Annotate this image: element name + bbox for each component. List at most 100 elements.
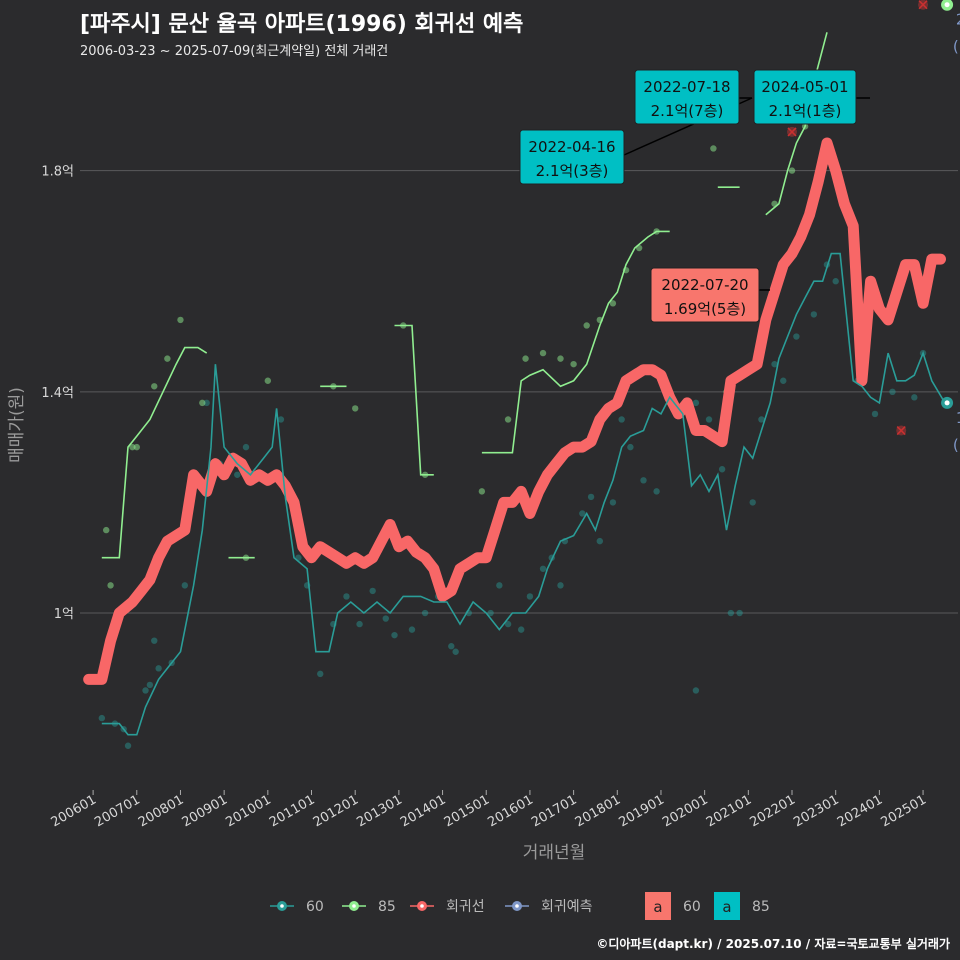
- scatter-point-85: [133, 443, 140, 451]
- scatter-point-60: [692, 687, 700, 694]
- y-tick-label: 1.4억: [41, 386, 74, 401]
- x-axis-title: 거래년월: [523, 843, 586, 863]
- annotation-date: 2022-07-18: [643, 78, 730, 96]
- scatter-point-85: [478, 488, 486, 495]
- x-tick-label: 200801: [136, 792, 186, 830]
- scatter-point-60: [151, 637, 158, 644]
- x-tick-label: 201801: [573, 792, 623, 830]
- series-segment-85: [394, 324, 434, 476]
- scatter-point-60: [146, 681, 154, 689]
- legend-box-glyph: a: [722, 898, 731, 916]
- scatter-point-85: [609, 300, 617, 307]
- legend-box-label: 60: [683, 899, 701, 915]
- scatter-point-60: [771, 360, 778, 368]
- x-tick-label: 201101: [267, 792, 317, 830]
- x-tick-label: 200601: [49, 792, 99, 830]
- scatter-point-85: [199, 399, 206, 407]
- scatter-point-60: [124, 742, 132, 749]
- annotation-box: [753, 69, 857, 125]
- annotation-box: [519, 129, 625, 185]
- scatter-point-60: [452, 648, 459, 655]
- annotation-date: 2022-04-16: [528, 138, 615, 156]
- x-tick-label: 201501: [442, 792, 492, 830]
- x-tick-label: 202301: [791, 792, 841, 830]
- scatter-point-85: [103, 526, 110, 534]
- scatter-point-60: [504, 620, 512, 628]
- endpoint-label-60: 13,800: [956, 409, 960, 427]
- x-tick-label: 201301: [354, 792, 404, 830]
- x-tick-label: 201601: [485, 792, 535, 830]
- scatter-point-85: [107, 582, 114, 589]
- x-tick-label: 202401: [835, 792, 885, 830]
- scatter-point-60: [727, 609, 735, 617]
- y-tick-label: 1억: [54, 607, 74, 622]
- annotation-value: 1.69억(5층): [664, 300, 746, 318]
- annotation-value: 2.1억(3층): [536, 162, 609, 180]
- scatter-point-60: [736, 609, 743, 617]
- scatter-point-60: [369, 587, 376, 595]
- annotation-value: 2.1억(1층): [769, 102, 842, 120]
- legend-dot-core: [352, 904, 356, 908]
- endpoint-sub-60: (~60㎡): [953, 436, 960, 454]
- legend-label: 60: [306, 899, 324, 915]
- scatter-point-60: [317, 670, 324, 678]
- legend-item-60: 60: [270, 899, 324, 915]
- scatter-point-60: [408, 626, 416, 633]
- scatter-point-85: [539, 349, 547, 357]
- scatter-point-60: [382, 615, 389, 622]
- scatter-point-60: [587, 493, 595, 501]
- scatter-point-60: [356, 620, 363, 628]
- y-axis-title: 매매가(원): [7, 387, 27, 463]
- scatter-point-60: [98, 714, 106, 722]
- endpoint-sub-85: (~85㎡): [953, 38, 960, 56]
- cross-marker: [896, 425, 907, 436]
- scatter-point-60: [448, 643, 455, 650]
- scatter-point-60: [705, 416, 713, 423]
- x-tick-label: 201901: [616, 792, 666, 830]
- scatter-point-60: [758, 416, 765, 423]
- annotation-2022-07-18: 2022-07-18 2.1억(7층): [634, 69, 740, 125]
- page-title: [파주시] 문산 율곡 아파트(1996) 회귀선 예측: [80, 12, 524, 37]
- scatter-point-60: [596, 537, 604, 545]
- legend-box-glyph: a: [653, 898, 662, 916]
- legend-dot-core: [420, 904, 424, 908]
- scatter-point-60: [579, 510, 586, 517]
- cross-marker-x: [918, 0, 928, 10]
- scatter-point-60: [718, 466, 726, 473]
- scatter-point-60: [557, 582, 564, 589]
- x-tick-label: 200701: [92, 792, 142, 830]
- scatter-point-85: [557, 355, 564, 362]
- annotation-2022-04-16: 2022-04-16 2.1억(3층): [519, 129, 625, 185]
- scatter-point-60: [517, 626, 525, 633]
- legend-box-85: a 85: [714, 892, 770, 920]
- annotation-2022-07-20: 2022-07-20 1.69억(5층): [650, 267, 760, 323]
- annotation-date: 2024-05-01: [761, 78, 848, 96]
- scatter-point-60: [832, 278, 839, 285]
- x-tick-label: 202001: [660, 792, 710, 830]
- legend-box-label: 85: [752, 899, 770, 915]
- scatter-point-60: [889, 388, 896, 396]
- scatter-point-60: [871, 410, 879, 418]
- scatter-point-60: [653, 488, 660, 495]
- scatter-point-85: [522, 355, 529, 362]
- endpoint-label-85: 21,000: [956, 11, 960, 29]
- scatter-point-60: [496, 582, 503, 589]
- cross-marker: [787, 126, 798, 137]
- scatter-point-85: [788, 167, 796, 174]
- legend-box-swatch: [645, 892, 671, 920]
- series-line-60: [101, 252, 946, 736]
- scatter-point-85: [164, 355, 171, 362]
- cross-marker-x: [787, 127, 797, 137]
- x-tick-label: 201401: [398, 792, 448, 830]
- scatter-point-60: [277, 416, 285, 423]
- x-tick-label: 201001: [223, 792, 273, 830]
- scatter-point-60: [421, 609, 429, 617]
- scatter-point-60: [692, 399, 700, 407]
- annotation-date: 2022-07-20: [661, 276, 748, 294]
- scatter-point-85: [504, 416, 512, 423]
- legend-label: 회귀선: [446, 899, 485, 915]
- annotation-value: 2.1억(7층): [651, 102, 724, 120]
- scatter-point-60: [242, 443, 250, 451]
- cross-marker-x: [896, 425, 906, 436]
- annotation-box: [634, 69, 740, 125]
